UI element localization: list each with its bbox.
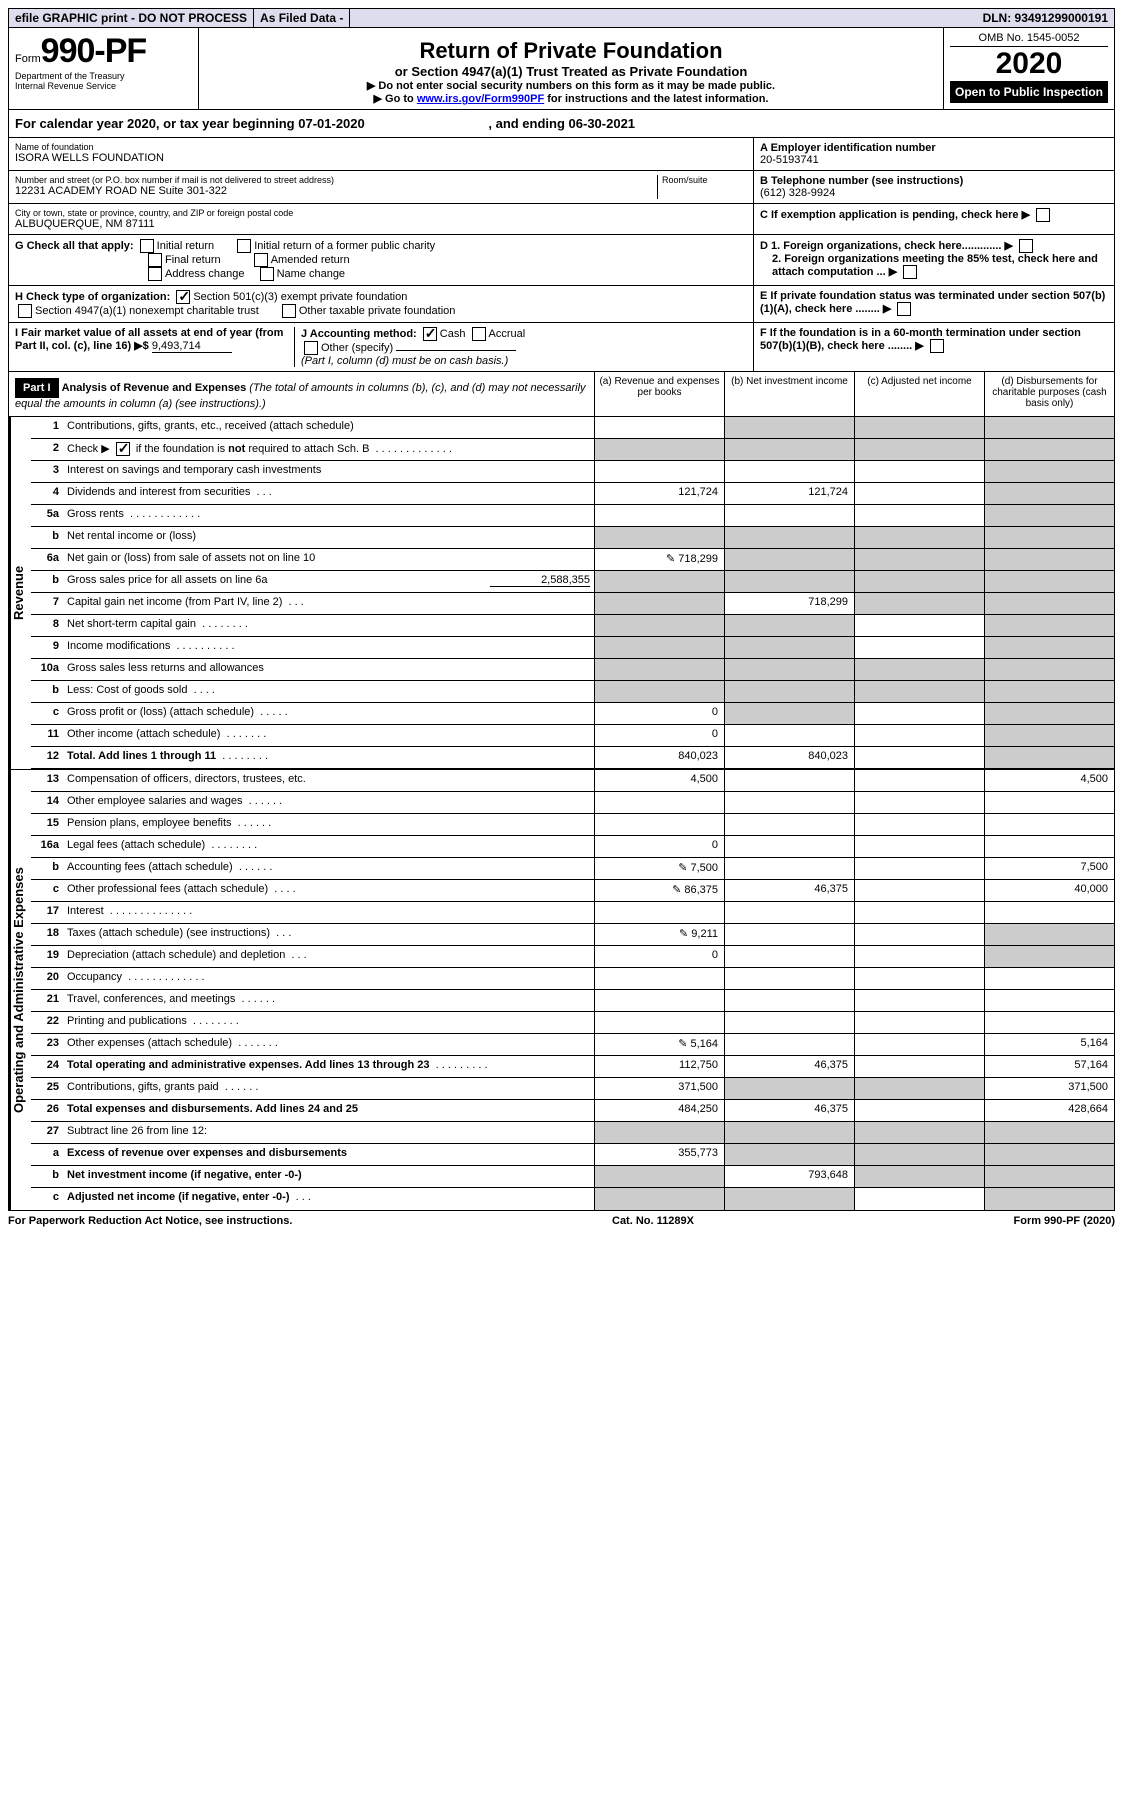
efile-notice: efile GRAPHIC print - DO NOT PROCESS bbox=[9, 9, 254, 27]
d-section: D 1. Foreign organizations, check here..… bbox=[754, 235, 1114, 286]
irs-link[interactable]: www.irs.gov/Form990PF bbox=[417, 93, 544, 105]
address-label: Number and street (or P.O. box number if… bbox=[15, 175, 657, 185]
h-section: H Check type of organization: Section 50… bbox=[9, 286, 754, 323]
calendar-year-row: For calendar year 2020, or tax year begi… bbox=[8, 110, 1115, 138]
col-a-header: (a) Revenue and expenses per books bbox=[594, 372, 724, 416]
catalog-number: Cat. No. 11289X bbox=[612, 1215, 694, 1227]
foundation-name: ISORA WELLS FOUNDATION bbox=[15, 152, 747, 164]
e-section: E If private foundation status was termi… bbox=[754, 286, 1114, 323]
i-j-section: I Fair market value of all assets at end… bbox=[9, 323, 754, 372]
dln: DLN: 93491299000191 bbox=[977, 9, 1114, 27]
ein-label: A Employer identification number bbox=[760, 142, 1108, 154]
paperwork-notice: For Paperwork Reduction Act Notice, see … bbox=[8, 1215, 292, 1227]
g-initial-checkbox[interactable] bbox=[140, 239, 154, 253]
h-501c3-checkbox[interactable] bbox=[176, 290, 190, 304]
address-value: 12231 ACADEMY ROAD NE Suite 301-322 bbox=[15, 185, 657, 197]
city-label: City or town, state or province, country… bbox=[15, 208, 747, 218]
c-exemption: C If exemption application is pending, c… bbox=[754, 204, 1114, 235]
expense-side-label: Operating and Administrative Expenses bbox=[9, 770, 31, 1210]
h-other-checkbox[interactable] bbox=[282, 304, 296, 318]
j-other-checkbox[interactable] bbox=[304, 341, 318, 355]
g-final-checkbox[interactable] bbox=[148, 253, 162, 267]
g-name-checkbox[interactable] bbox=[260, 267, 274, 281]
asfiled-label: As Filed Data - bbox=[254, 9, 350, 27]
pen-icon[interactable]: ✎ bbox=[666, 553, 675, 565]
pen-icon[interactable]: ✎ bbox=[678, 1038, 687, 1050]
begin-date: 07-01-2020 bbox=[298, 116, 365, 131]
f-section: F If the foundation is in a 60-month ter… bbox=[754, 323, 1114, 372]
g-amended-checkbox[interactable] bbox=[254, 253, 268, 267]
dept-treasury: Department of the Treasury bbox=[15, 71, 192, 81]
pen-icon[interactable]: ✎ bbox=[678, 862, 687, 874]
form-ref: Form 990-PF (2020) bbox=[1014, 1215, 1115, 1227]
open-inspection: Open to Public Inspection bbox=[950, 81, 1108, 103]
l2-checkbox[interactable] bbox=[116, 442, 130, 456]
form-subtitle: or Section 4947(a)(1) Trust Treated as P… bbox=[205, 64, 937, 79]
col-d-header: (d) Disbursements for charitable purpose… bbox=[984, 372, 1114, 416]
col-c-header: (c) Adjusted net income bbox=[854, 372, 984, 416]
fmv-value: 9,493,714 bbox=[152, 340, 232, 353]
ein-value: 20-5193741 bbox=[760, 154, 1108, 166]
revenue-section: Revenue 1Contributions, gifts, grants, e… bbox=[8, 417, 1115, 770]
end-date: 06-30-2021 bbox=[569, 116, 636, 131]
c-checkbox[interactable] bbox=[1036, 208, 1050, 222]
f-checkbox[interactable] bbox=[930, 339, 944, 353]
col-b-header: (b) Net investment income bbox=[724, 372, 854, 416]
phone-value: (612) 328-9924 bbox=[760, 187, 1108, 199]
form-number: 990-PF bbox=[41, 32, 147, 70]
form-prefix: Form bbox=[15, 53, 41, 65]
page-footer: For Paperwork Reduction Act Notice, see … bbox=[8, 1211, 1115, 1231]
city-value: ALBUQUERQUE, NM 87111 bbox=[15, 218, 747, 230]
e-checkbox[interactable] bbox=[897, 302, 911, 316]
expense-section: Operating and Administrative Expenses 13… bbox=[8, 770, 1115, 1211]
note-ssn: ▶ Do not enter social security numbers o… bbox=[205, 79, 937, 92]
j-accrual-checkbox[interactable] bbox=[472, 327, 486, 341]
part1-header-row: Part I Analysis of Revenue and Expenses … bbox=[8, 372, 1115, 417]
room-label: Room/suite bbox=[662, 175, 747, 185]
form-header: Form990-PF Department of the Treasury In… bbox=[8, 28, 1115, 110]
top-bar: efile GRAPHIC print - DO NOT PROCESS As … bbox=[8, 8, 1115, 28]
part1-title: Analysis of Revenue and Expenses bbox=[62, 382, 247, 394]
j-cash-checkbox[interactable] bbox=[423, 327, 437, 341]
g-section: G Check all that apply: Initial return I… bbox=[9, 235, 754, 286]
form-title: Return of Private Foundation bbox=[205, 38, 937, 64]
phone-label: B Telephone number (see instructions) bbox=[760, 175, 1108, 187]
pen-icon[interactable]: ✎ bbox=[679, 928, 688, 940]
h-4947-checkbox[interactable] bbox=[18, 304, 32, 318]
revenue-side-label: Revenue bbox=[9, 417, 31, 769]
name-label: Name of foundation bbox=[15, 142, 747, 152]
note-goto: ▶ Go to www.irs.gov/Form990PF for instru… bbox=[205, 92, 937, 105]
dept-irs: Internal Revenue Service bbox=[15, 81, 192, 91]
d2-checkbox[interactable] bbox=[903, 265, 917, 279]
omb-number: OMB No. 1545-0052 bbox=[950, 32, 1108, 47]
entity-info: Name of foundation ISORA WELLS FOUNDATIO… bbox=[8, 138, 1115, 372]
g-initial-former-checkbox[interactable] bbox=[237, 239, 251, 253]
g-address-checkbox[interactable] bbox=[148, 267, 162, 281]
d1-checkbox[interactable] bbox=[1019, 239, 1033, 253]
part1-label: Part I bbox=[15, 378, 59, 398]
pen-icon[interactable]: ✎ bbox=[672, 884, 681, 896]
tax-year: 2020 bbox=[950, 47, 1108, 81]
